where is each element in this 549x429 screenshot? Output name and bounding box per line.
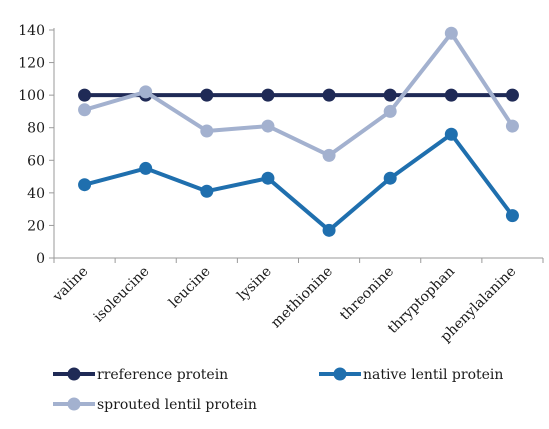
series-line [84, 31, 515, 158]
y-tick-label: 120 [18, 56, 45, 72]
legend-swatch-marker [333, 367, 347, 381]
legend-label: sprouted lentil protein [97, 397, 257, 413]
data-point [78, 178, 92, 192]
y-tick-label: 80 [27, 121, 45, 137]
data-point [78, 103, 92, 117]
data-point [78, 88, 92, 102]
data-point [322, 148, 336, 162]
legend-label: rreference protein [97, 367, 228, 383]
legend-swatch-marker [67, 397, 81, 411]
x-tick-label: methionine [268, 264, 336, 332]
data-point [505, 209, 519, 223]
data-point [444, 88, 458, 102]
y-tick-label: 100 [18, 88, 45, 104]
legend-item: native lentil protein [319, 367, 503, 383]
y-tick-label: 0 [36, 251, 45, 267]
y-tick-label: 140 [18, 23, 45, 39]
data-point [383, 104, 397, 118]
data-point [200, 184, 214, 198]
data-point [383, 88, 397, 102]
data-point [139, 161, 153, 175]
y-axis-ticks: 0 20 40 60 80 100 120 140 [18, 23, 54, 267]
data-point [261, 88, 275, 102]
legend-label: native lentil protein [363, 367, 503, 383]
data-point [139, 85, 153, 99]
data-point [505, 88, 519, 102]
data-point [444, 26, 458, 40]
legend-item: rreference protein [53, 367, 228, 383]
data-point [383, 171, 397, 185]
data-point [444, 127, 458, 141]
y-tick-label: 20 [27, 218, 45, 234]
legend-swatch-marker [67, 367, 81, 381]
series-line [84, 132, 515, 233]
x-tick-label: leucine [166, 264, 214, 312]
data-point [200, 88, 214, 102]
x-tick-label: valine [49, 264, 91, 306]
x-tick-label: lysine [234, 264, 275, 305]
data-point [200, 124, 214, 138]
series-2 [78, 127, 519, 237]
x-tick-label: isoleucine [91, 264, 153, 326]
x-tick-label: threonine [337, 264, 397, 324]
y-tick-label: 60 [27, 153, 45, 169]
data-point [261, 119, 275, 133]
series-3 [78, 26, 519, 162]
legend: rreference protein native lentil protein s… [53, 367, 503, 413]
legend-item: sprouted lentil protein [53, 397, 257, 413]
data-point [322, 223, 336, 237]
y-tick-label: 40 [27, 186, 45, 202]
series-1 [78, 88, 519, 102]
data-point [322, 88, 336, 102]
series-group [78, 26, 519, 237]
data-point [505, 119, 519, 133]
data-point [261, 171, 275, 185]
